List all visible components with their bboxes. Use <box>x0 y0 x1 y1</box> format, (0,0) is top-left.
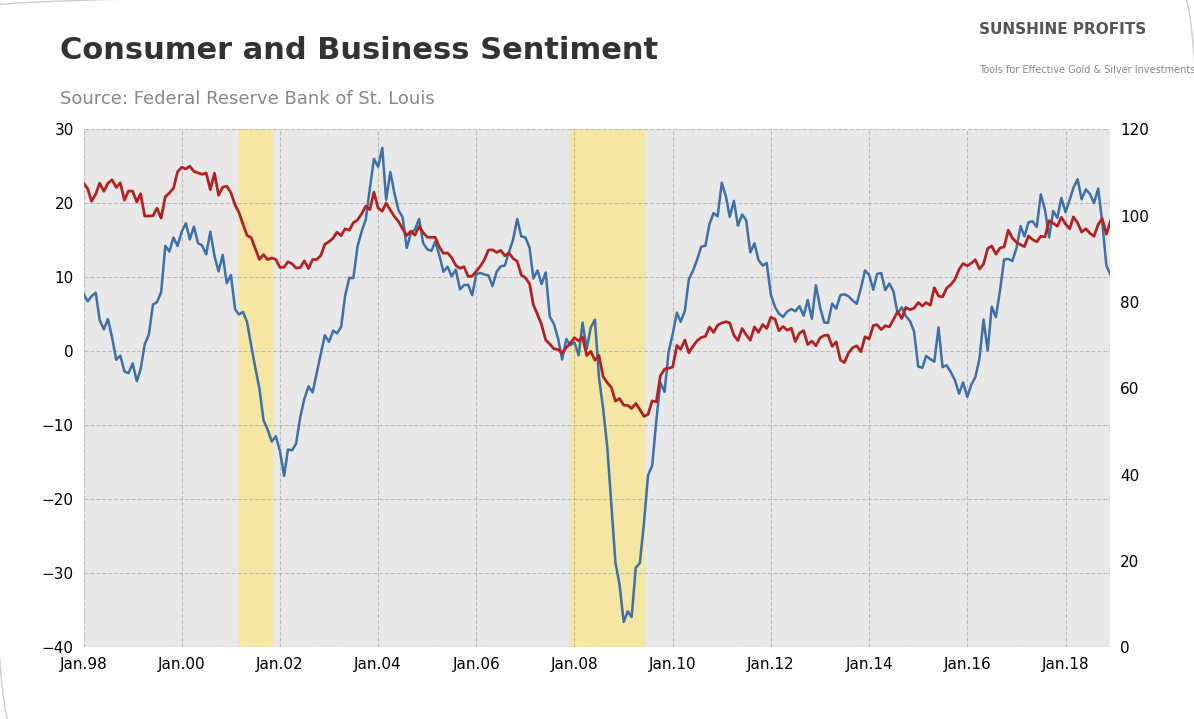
Text: Consumer and Business Sentiment: Consumer and Business Sentiment <box>60 36 658 65</box>
Bar <box>571 129 644 647</box>
Text: SUNSHINE PROFITS: SUNSHINE PROFITS <box>979 22 1146 37</box>
Text: Source: Federal Reserve Bank of St. Louis: Source: Federal Reserve Bank of St. Loui… <box>60 90 435 108</box>
Bar <box>239 129 272 647</box>
Text: Tools for Effective Gold & Silver Investments: Tools for Effective Gold & Silver Invest… <box>979 65 1194 75</box>
